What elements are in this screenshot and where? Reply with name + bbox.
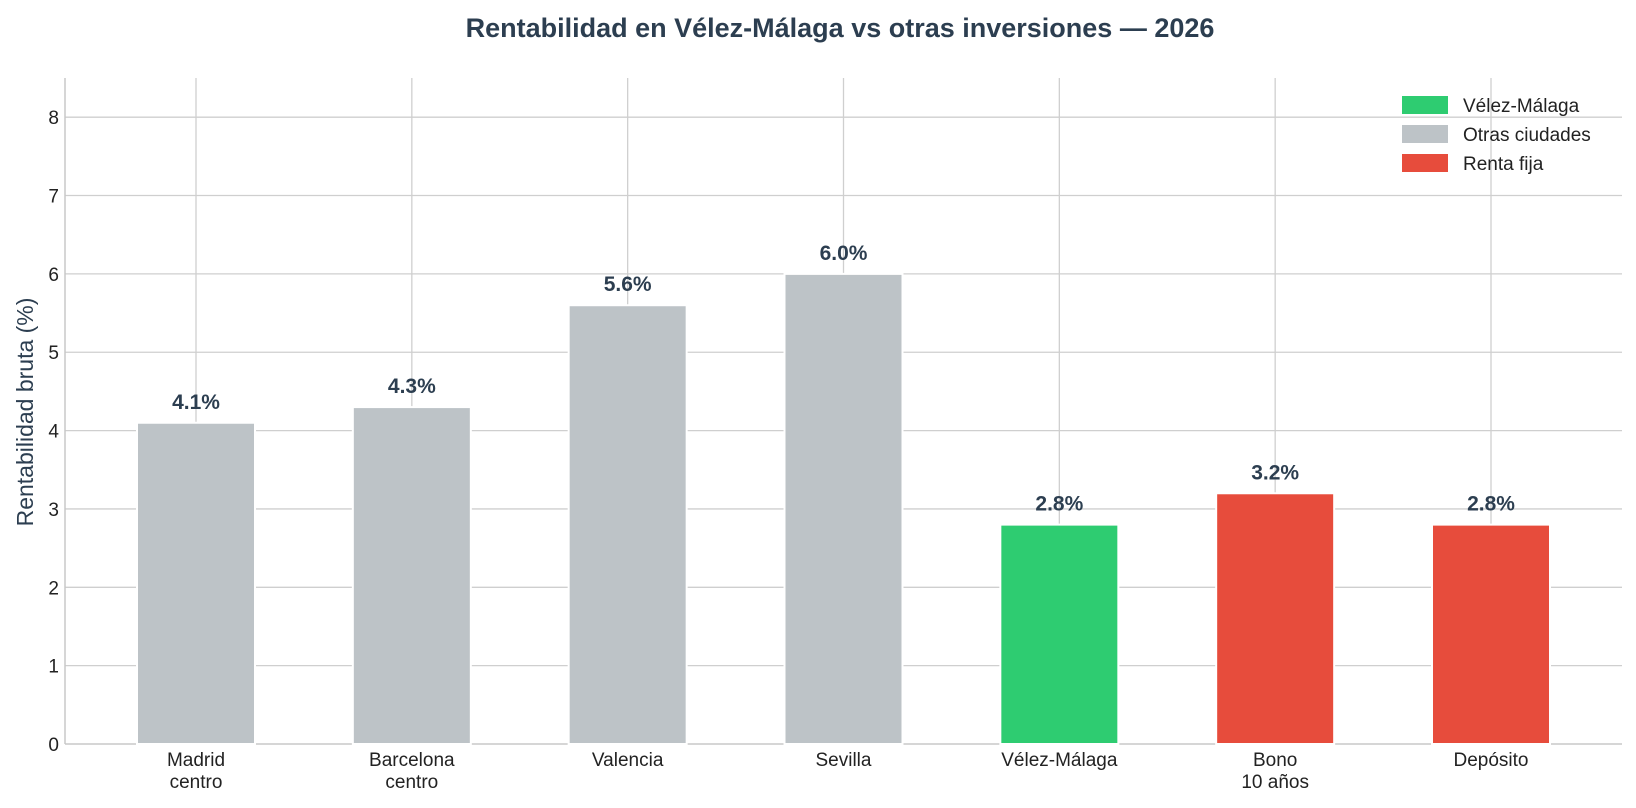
legend-label: Otras ciudades [1463, 125, 1591, 146]
labels-layer: 4.1% 4.3% 5.6% 6.0% 2.8% 3.2% 2.8% [172, 242, 1515, 516]
y-tick-label: 7 [48, 187, 59, 208]
y-tick-label: 6 [48, 265, 59, 286]
x-tick-label: Bono [1253, 750, 1297, 771]
bar [351, 406, 472, 745]
y-tick-label: 5 [48, 343, 59, 364]
x-tick-label: Barcelona [369, 750, 455, 771]
bar [1431, 523, 1551, 745]
y-tick-label: 8 [48, 108, 59, 129]
y-tick-label: 3 [48, 500, 59, 521]
chart-title: Rentabilidad en Vélez-Málaga vs otras in… [466, 13, 1215, 43]
data-label: 4.1% [172, 391, 220, 414]
y-tick-label: 4 [48, 422, 59, 443]
data-label: 4.3% [388, 375, 436, 398]
data-label: 6.0% [820, 242, 868, 265]
data-label: 5.6% [604, 273, 652, 296]
x-tick-label: 10 años [1241, 772, 1309, 793]
x-tick-label: Depósito [1454, 750, 1529, 771]
x-tick-label: Madrid [167, 750, 225, 771]
x-tick-label: Valencia [592, 750, 664, 771]
x-tick-label: centro [385, 772, 438, 793]
bar [1215, 492, 1336, 746]
bars-layer [136, 272, 1551, 746]
legend-swatch [1402, 96, 1448, 114]
x-tick-label: centro [170, 772, 223, 793]
legend-label: Vélez-Málaga [1463, 96, 1580, 117]
y-tick-label: 2 [48, 578, 59, 599]
bar [783, 272, 904, 745]
data-label: 3.2% [1251, 461, 1299, 484]
bar [567, 304, 688, 745]
legend-swatch [1402, 125, 1448, 143]
x-tick-label: Sevilla [816, 750, 872, 771]
data-label: 2.8% [1467, 493, 1515, 516]
legend: Vélez-Málaga Otras ciudades Renta fija [1402, 96, 1591, 175]
bar [999, 523, 1120, 745]
y-axis-label: Rentabilidad bruta (%) [12, 298, 38, 527]
y-tick-label: 1 [48, 657, 59, 678]
bar [136, 421, 256, 745]
data-label: 2.8% [1035, 493, 1083, 516]
x-tick-label: Vélez-Málaga [1001, 750, 1118, 771]
y-tick-label: 0 [48, 735, 59, 756]
axes-layer: 012345678MadridcentroBarcelonacentroVale… [48, 78, 1622, 793]
legend-swatch [1402, 154, 1448, 172]
legend-label: Renta fija [1463, 154, 1544, 175]
